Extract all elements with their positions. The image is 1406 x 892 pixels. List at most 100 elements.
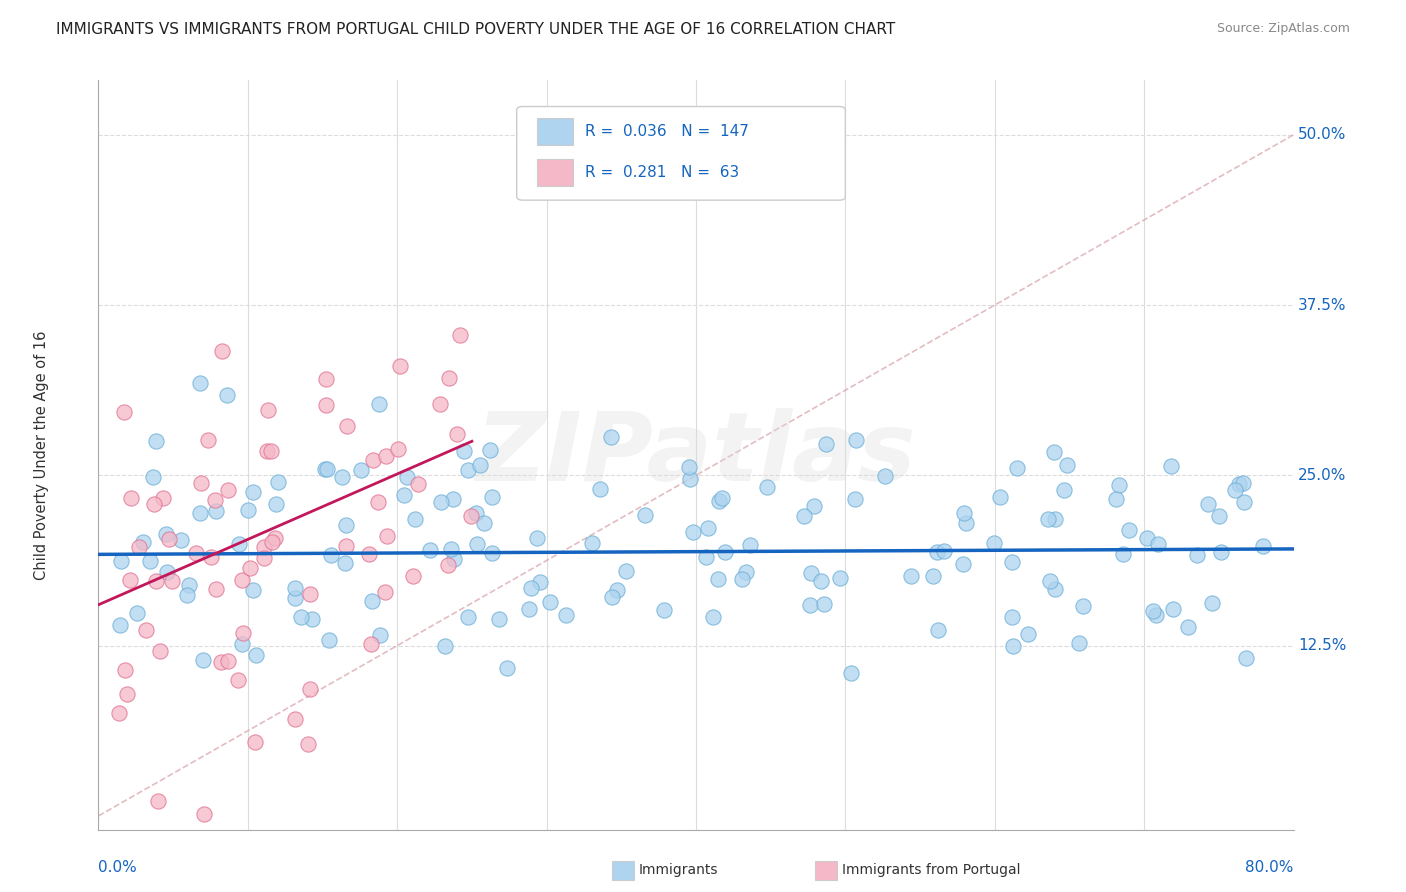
- Point: [156, 566, 179, 580]
- Point: [695, 549, 717, 564]
- Point: [375, 449, 398, 463]
- Point: [228, 537, 250, 551]
- Point: [437, 371, 460, 385]
- Point: [702, 609, 724, 624]
- Point: [335, 419, 357, 434]
- Point: [257, 402, 280, 417]
- Text: 25.0%: 25.0%: [1298, 468, 1347, 483]
- Bar: [613, 861, 634, 880]
- Point: [845, 434, 868, 448]
- Point: [118, 573, 141, 587]
- Point: [1052, 483, 1074, 497]
- Point: [678, 459, 700, 474]
- Point: [232, 626, 254, 640]
- Point: [1036, 512, 1059, 526]
- FancyBboxPatch shape: [517, 106, 845, 200]
- Point: [815, 437, 838, 451]
- Point: [197, 433, 219, 447]
- Point: [952, 557, 974, 571]
- Point: [245, 648, 267, 663]
- Point: [429, 495, 451, 509]
- Point: [1001, 610, 1024, 624]
- Text: IMMIGRANTS VS IMMIGRANTS FROM PORTUGAL CHILD POVERTY UNDER THE AGE OF 16 CORRELA: IMMIGRANTS VS IMMIGRANTS FROM PORTUGAL C…: [56, 22, 896, 37]
- Point: [120, 491, 142, 505]
- Point: [429, 397, 451, 411]
- Point: [389, 359, 412, 374]
- Point: [441, 491, 464, 506]
- Point: [408, 477, 430, 491]
- Point: [437, 558, 460, 572]
- Point: [387, 442, 409, 457]
- Point: [284, 591, 307, 606]
- Point: [1005, 460, 1028, 475]
- Point: [1111, 547, 1133, 561]
- Point: [318, 633, 340, 648]
- Point: [1234, 650, 1257, 665]
- Point: [231, 573, 253, 587]
- Point: [800, 566, 823, 580]
- Point: [368, 397, 391, 411]
- Point: [734, 566, 756, 580]
- Point: [1227, 476, 1250, 491]
- Point: [114, 663, 136, 677]
- Point: [200, 549, 222, 564]
- Point: [538, 594, 561, 608]
- Point: [170, 533, 193, 547]
- Bar: [537, 118, 572, 145]
- Point: [298, 681, 321, 696]
- Point: [184, 546, 207, 560]
- Point: [128, 540, 150, 554]
- Point: [927, 623, 949, 637]
- Point: [256, 444, 278, 458]
- Point: [135, 623, 157, 637]
- Point: [350, 463, 373, 477]
- Point: [157, 532, 180, 546]
- Point: [1118, 523, 1140, 537]
- Point: [581, 536, 603, 550]
- Point: [709, 494, 731, 508]
- Point: [149, 644, 172, 658]
- Point: [453, 444, 475, 458]
- Point: [217, 388, 239, 402]
- Point: [934, 544, 956, 558]
- Point: [367, 494, 389, 508]
- Point: [139, 553, 162, 567]
- Point: [361, 594, 384, 608]
- Point: [117, 688, 139, 702]
- Text: R =  0.036   N =  147: R = 0.036 N = 147: [585, 124, 749, 139]
- Text: R =  0.281   N =  63: R = 0.281 N = 63: [585, 165, 740, 180]
- Point: [204, 492, 226, 507]
- Point: [297, 737, 319, 751]
- Point: [132, 535, 155, 549]
- Point: [205, 582, 228, 596]
- Point: [711, 491, 734, 505]
- Point: [468, 458, 491, 472]
- Point: [238, 503, 260, 517]
- Point: [217, 483, 239, 498]
- Text: 80.0%: 80.0%: [1246, 860, 1294, 874]
- Point: [731, 572, 754, 586]
- Point: [299, 587, 322, 601]
- Point: [108, 618, 131, 632]
- Point: [1142, 604, 1164, 618]
- Point: [434, 639, 457, 653]
- Point: [446, 426, 468, 441]
- Point: [335, 539, 357, 553]
- Point: [359, 547, 381, 561]
- Point: [443, 551, 465, 566]
- Point: [404, 512, 426, 526]
- Point: [707, 572, 730, 586]
- Point: [179, 578, 201, 592]
- Point: [319, 548, 342, 562]
- Point: [392, 488, 415, 502]
- Point: [374, 584, 396, 599]
- Point: [464, 506, 486, 520]
- Point: [188, 376, 211, 390]
- Point: [517, 602, 540, 616]
- Point: [290, 609, 312, 624]
- Point: [252, 550, 274, 565]
- Point: [284, 712, 307, 726]
- Point: [1136, 531, 1159, 545]
- Point: [1160, 458, 1182, 473]
- Point: [1185, 548, 1208, 562]
